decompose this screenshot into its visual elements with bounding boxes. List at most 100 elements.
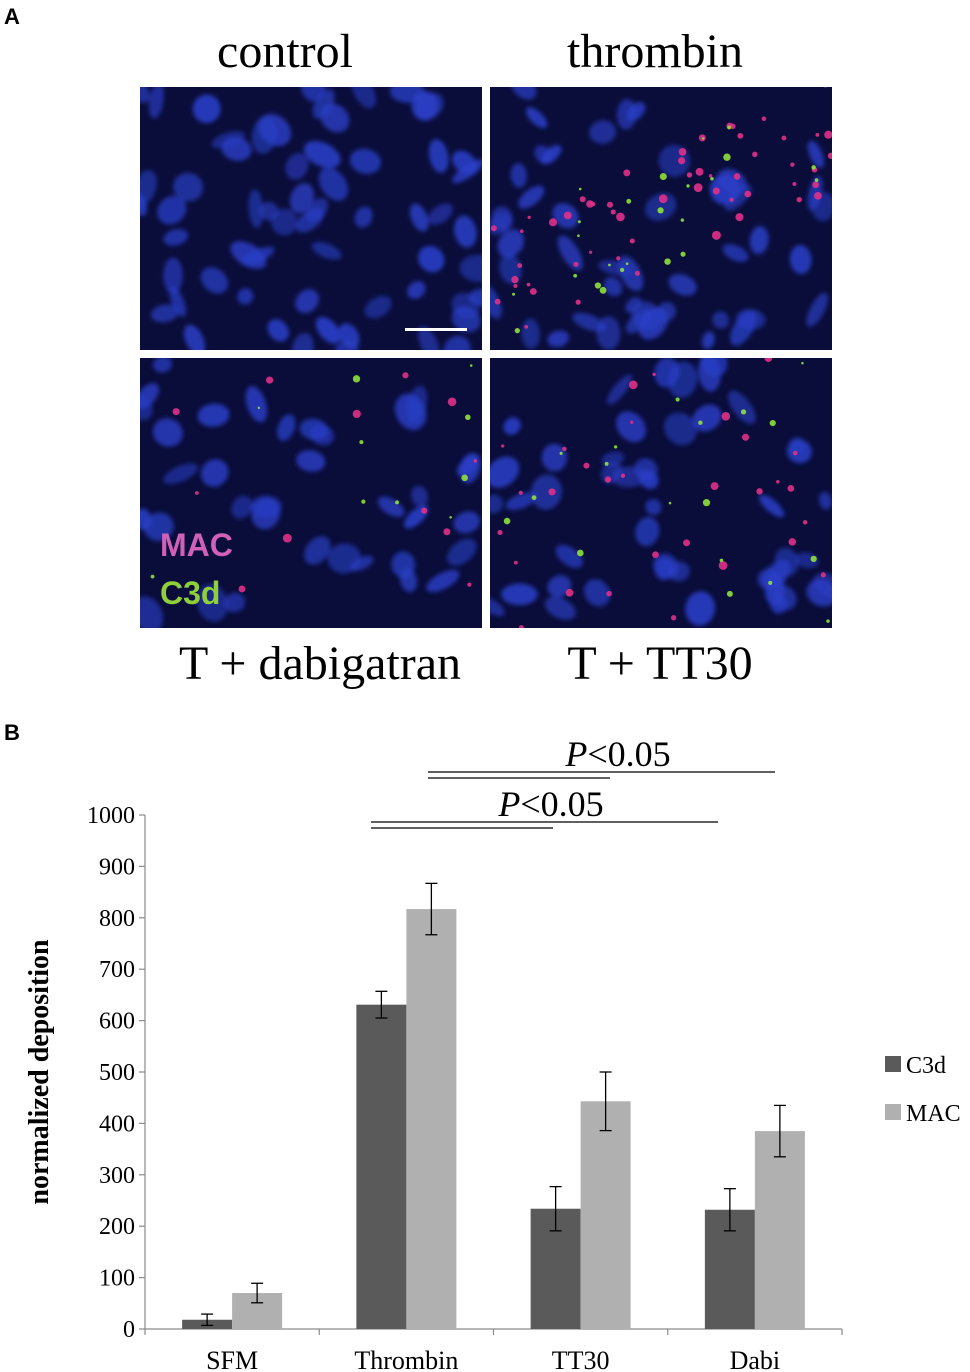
significance-label-mac: P<0.05 [564,734,670,774]
mac-spot [529,288,537,295]
legend-swatch-mac [885,1104,901,1120]
c3d-spot [573,273,578,278]
nucleus [350,555,374,572]
nucleus [724,184,752,211]
nucleus [301,87,326,102]
c3d-spot [599,286,607,294]
nucleus [668,273,697,296]
mac-spot [573,261,579,267]
mac-spot [787,484,795,492]
bar-c3d-thrombin [356,1004,407,1329]
c3d-spot [659,172,667,181]
stain-legend-mac: MAC [160,527,233,563]
nucleus [618,255,644,292]
c3d-spot [680,218,685,222]
nucleus [451,306,481,333]
nucleus [163,257,183,294]
c3d-spot [559,451,563,455]
mac-spot [421,507,428,514]
mac-spot [606,590,612,597]
c3d-spot [449,515,452,519]
nucleus [152,358,173,373]
mac-spot [518,490,523,495]
nucleus [426,569,460,593]
nucleus [231,495,253,519]
mac-spot [513,560,518,565]
nucleus [304,536,331,565]
c3d-spot [710,177,714,181]
c3d-spot [726,590,733,597]
nucleus [544,596,576,620]
mac-spot [623,169,631,177]
c3d-spot [150,574,155,579]
nucleus [148,87,164,119]
nucleus [700,358,728,377]
mac-spot [519,229,524,233]
nucleus [152,418,183,447]
c3d-spot [727,125,731,130]
nucleus [490,283,502,319]
mac-spot [718,561,728,570]
c3d-spot [675,397,680,402]
nucleus [140,170,157,206]
nucleus [490,595,505,617]
nucleus [547,575,572,598]
mac-spot [575,299,581,305]
nucleus [428,203,454,225]
mac-spot [683,539,690,547]
c3d-spot [768,580,773,585]
c3d-spot [769,419,776,427]
bar-chart: 0 100 200 300 400 500 600 700 800 900 1000 normaliz… [24,734,961,1372]
c3d-spot [613,445,618,449]
c3d-spot [740,409,747,415]
nucleus [245,386,268,423]
mac-spot [695,167,704,176]
c3d-spot [698,420,703,425]
mac-spot [630,420,634,424]
c3d-spot [668,501,672,505]
nucleus [453,511,480,534]
nucleus [645,192,677,221]
mac-spot [494,298,501,305]
mac-spot [737,132,744,139]
mac-spot [526,282,531,287]
nucleus [295,289,319,314]
scale-bar [405,328,467,331]
mac-spot [824,130,832,139]
nucleus [634,458,658,480]
mac-spot [238,585,246,593]
bar-mac-thrombin [406,909,457,1329]
mac-spot [548,218,558,227]
nucleus [645,498,662,516]
mac-spot [735,213,744,222]
mac-spot [721,412,731,421]
nucleus [240,246,275,266]
nucleus [409,203,429,232]
nucleus [518,185,545,209]
mac-spot [194,491,199,495]
nucleus [547,330,569,348]
nucleus [407,281,426,299]
mac-spot [792,181,797,187]
y-tick-label: 100 [99,1266,135,1292]
mac-spot [776,480,780,484]
nucleus [583,579,611,607]
nucleus [789,244,812,275]
mac-spot [606,201,614,208]
nucleus [813,572,832,601]
mac-spot [634,270,640,276]
nucleus [818,491,832,510]
nucleus [157,195,187,225]
nucleus [270,208,298,236]
micrograph-t-tt30 [490,358,832,628]
nucleus [603,277,623,297]
mac-spot [827,152,832,159]
c3d-spot [594,282,602,289]
c3d-spot [620,267,625,272]
nucleus [406,385,428,423]
micrograph-control [140,87,482,350]
nucleus [452,150,477,175]
nucleus [140,383,160,410]
c3d-spot [576,549,584,557]
bar-mac-tt30 [580,1101,631,1329]
